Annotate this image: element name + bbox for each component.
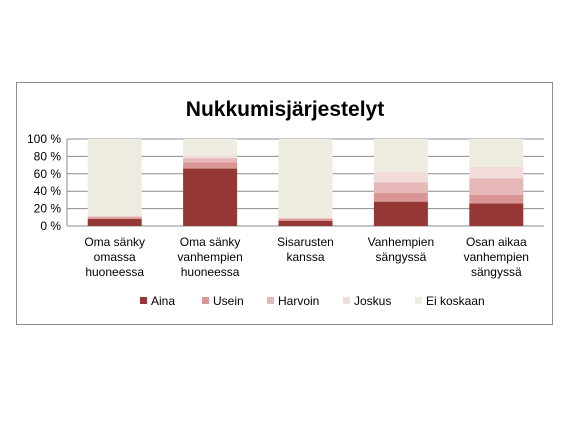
y-tick-label: 60 % [34, 167, 62, 181]
legend-swatch [140, 297, 147, 304]
bar-segment-ei-koskaan [183, 139, 238, 156]
x-tick-label: Osan aikaa [466, 235, 527, 249]
bar-segment-aina [469, 203, 524, 226]
bar-segment-joskus [278, 217, 333, 219]
bar-segment-joskus [469, 166, 524, 179]
bar-segment-joskus [373, 172, 428, 183]
bar-segment-usein [87, 217, 142, 220]
x-tick-label: Oma sänky [180, 235, 241, 249]
bar-segment-aina [373, 201, 428, 226]
x-tick-label: sängyssä [471, 265, 522, 279]
legend-swatch [343, 297, 350, 304]
bar-segment-joskus [87, 215, 142, 217]
bar-segment-joskus [183, 155, 238, 159]
bar-segment-usein [278, 219, 333, 221]
legend-label: Usein [213, 294, 244, 308]
bar-segment-usein [373, 192, 428, 202]
chart-title: Nukkumisjärjestelyt [186, 98, 384, 121]
bar-segment-aina [278, 220, 333, 226]
bar-segment-harvoin [469, 178, 524, 195]
x-tick-label: kanssa [286, 250, 324, 264]
y-tick-label: 80 % [34, 149, 62, 163]
bar-segment-aina [87, 219, 142, 226]
bar-segment-harvoin [373, 182, 428, 193]
bar-segment-ei-koskaan [87, 139, 142, 216]
chart-frame: Nukkumisjärjestelyt 0 % 20 % 40 % 60 % 80 % 1… [16, 82, 553, 325]
chart-svg: Nukkumisjärjestelyt 0 % 20 % 40 % 60 % 80 % 1… [27, 98, 544, 308]
y-tick-label: 0 % [40, 219, 61, 233]
x-tick-label: vanhempien [177, 250, 242, 264]
bar-segment-harvoin [87, 216, 142, 218]
legend-label: Aina [151, 294, 175, 308]
legend-label: Harvoin [278, 294, 319, 308]
x-tick-label: Vanhempien [368, 235, 435, 249]
legend: Aina Usein Harvoin Joskus Ei koskaan [140, 294, 485, 308]
x-tick-label: vanhempien [464, 250, 529, 264]
bar-segment-ei-koskaan [373, 139, 428, 173]
legend-label: Ei koskaan [426, 294, 485, 308]
x-tick-label: sängyssä [376, 250, 427, 264]
bar-segment-ei-koskaan [278, 139, 333, 218]
bar-segment-ei-koskaan [469, 139, 524, 167]
bar-layer [87, 139, 524, 226]
bar-segment-aina [183, 168, 238, 226]
legend-swatch [415, 297, 422, 304]
bar-segment-usein [469, 194, 524, 204]
legend-label: Joskus [354, 294, 391, 308]
x-tick-label: Sisarusten [277, 235, 334, 249]
bar-segment-usein [183, 162, 238, 169]
y-tick-label: 20 % [34, 202, 62, 216]
bar-segment-harvoin [183, 158, 238, 163]
x-tick-label: omassa [94, 250, 136, 264]
axis-layer: 0 %20 %40 %60 %80 %100 %Oma sänkyomassah… [27, 132, 529, 279]
legend-swatch [267, 297, 274, 304]
legend-swatch [202, 297, 209, 304]
x-tick-label: huoneessa [85, 265, 144, 279]
x-tick-label: Oma sänky [84, 235, 145, 249]
x-tick-label: huoneessa [181, 265, 240, 279]
bar-segment-harvoin [278, 218, 333, 220]
y-tick-label: 100 % [27, 132, 61, 146]
y-tick-label: 40 % [34, 184, 62, 198]
